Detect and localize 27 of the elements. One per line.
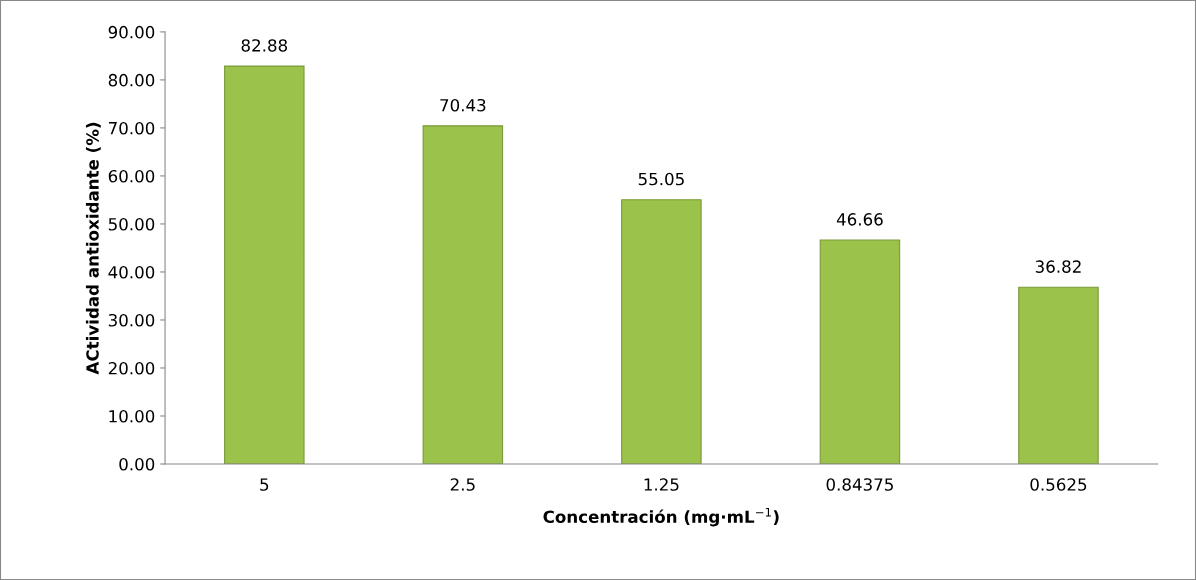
x-tick-label: 5: [260, 478, 269, 491]
x-tick-label: 1.25: [644, 478, 679, 491]
y-tick-label: 60.00: [108, 169, 155, 183]
x-axis-title: Concentración (mg·mL$^{−1}$): [543, 507, 779, 527]
y-tick-label: 30.00: [108, 313, 155, 327]
y-tick-label: 80.00: [108, 73, 155, 87]
data-label: 46.66: [836, 213, 883, 226]
bar: [422, 125, 504, 464]
bar: [1018, 286, 1099, 464]
y-axis-title: ACtividad antioxidante (%): [85, 122, 101, 375]
y-tick-label: 10.00: [109, 409, 155, 423]
y-tick-label: 50.00: [108, 217, 155, 231]
y-tick-label: 0.00: [119, 457, 155, 471]
x-tick-label: 0.5625: [1030, 478, 1087, 491]
bar: [621, 199, 702, 464]
bar: [819, 239, 901, 464]
data-label: 36.82: [1035, 260, 1081, 273]
x-tick-label: 0.84375: [826, 478, 893, 491]
data-label: 55.05: [638, 172, 684, 186]
y-tick-label: 20.00: [108, 361, 155, 375]
data-label: 70.43: [440, 98, 486, 112]
bar: [224, 65, 305, 464]
x-tick-label: 2.5: [450, 478, 475, 491]
y-tick-label: 70.00: [108, 121, 155, 135]
y-tick-label: 90.00: [108, 25, 155, 39]
data-label: 82.88: [241, 39, 288, 52]
y-tick-label: 40.00: [108, 265, 155, 279]
